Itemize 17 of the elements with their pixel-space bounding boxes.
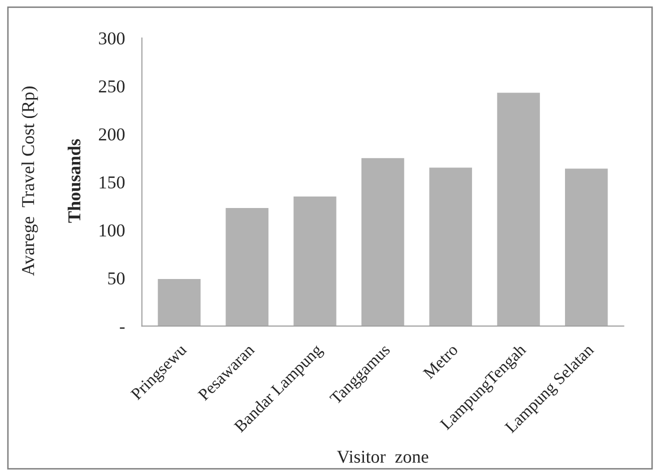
y-tick-label: 200 — [98, 128, 125, 141]
bar — [565, 168, 608, 326]
bar — [158, 279, 201, 326]
y-tick-label: 250 — [98, 80, 125, 93]
y-axis-title: Avarege Travel Cost (Rp) — [21, 86, 38, 276]
y-tick-label: 100 — [100, 224, 125, 237]
bar — [361, 158, 404, 326]
y-tick-label: 150 — [100, 176, 125, 189]
bar — [497, 92, 540, 326]
bar — [294, 196, 336, 326]
x-axis-title: Visitor zone — [336, 450, 428, 463]
y-tick-label: - — [120, 327, 125, 329]
text: Thousands — [68, 139, 80, 223]
bar — [429, 168, 472, 326]
y-tick-label: 50 — [108, 272, 125, 285]
bar — [226, 208, 268, 326]
y-tick-label: 300 — [99, 32, 125, 45]
